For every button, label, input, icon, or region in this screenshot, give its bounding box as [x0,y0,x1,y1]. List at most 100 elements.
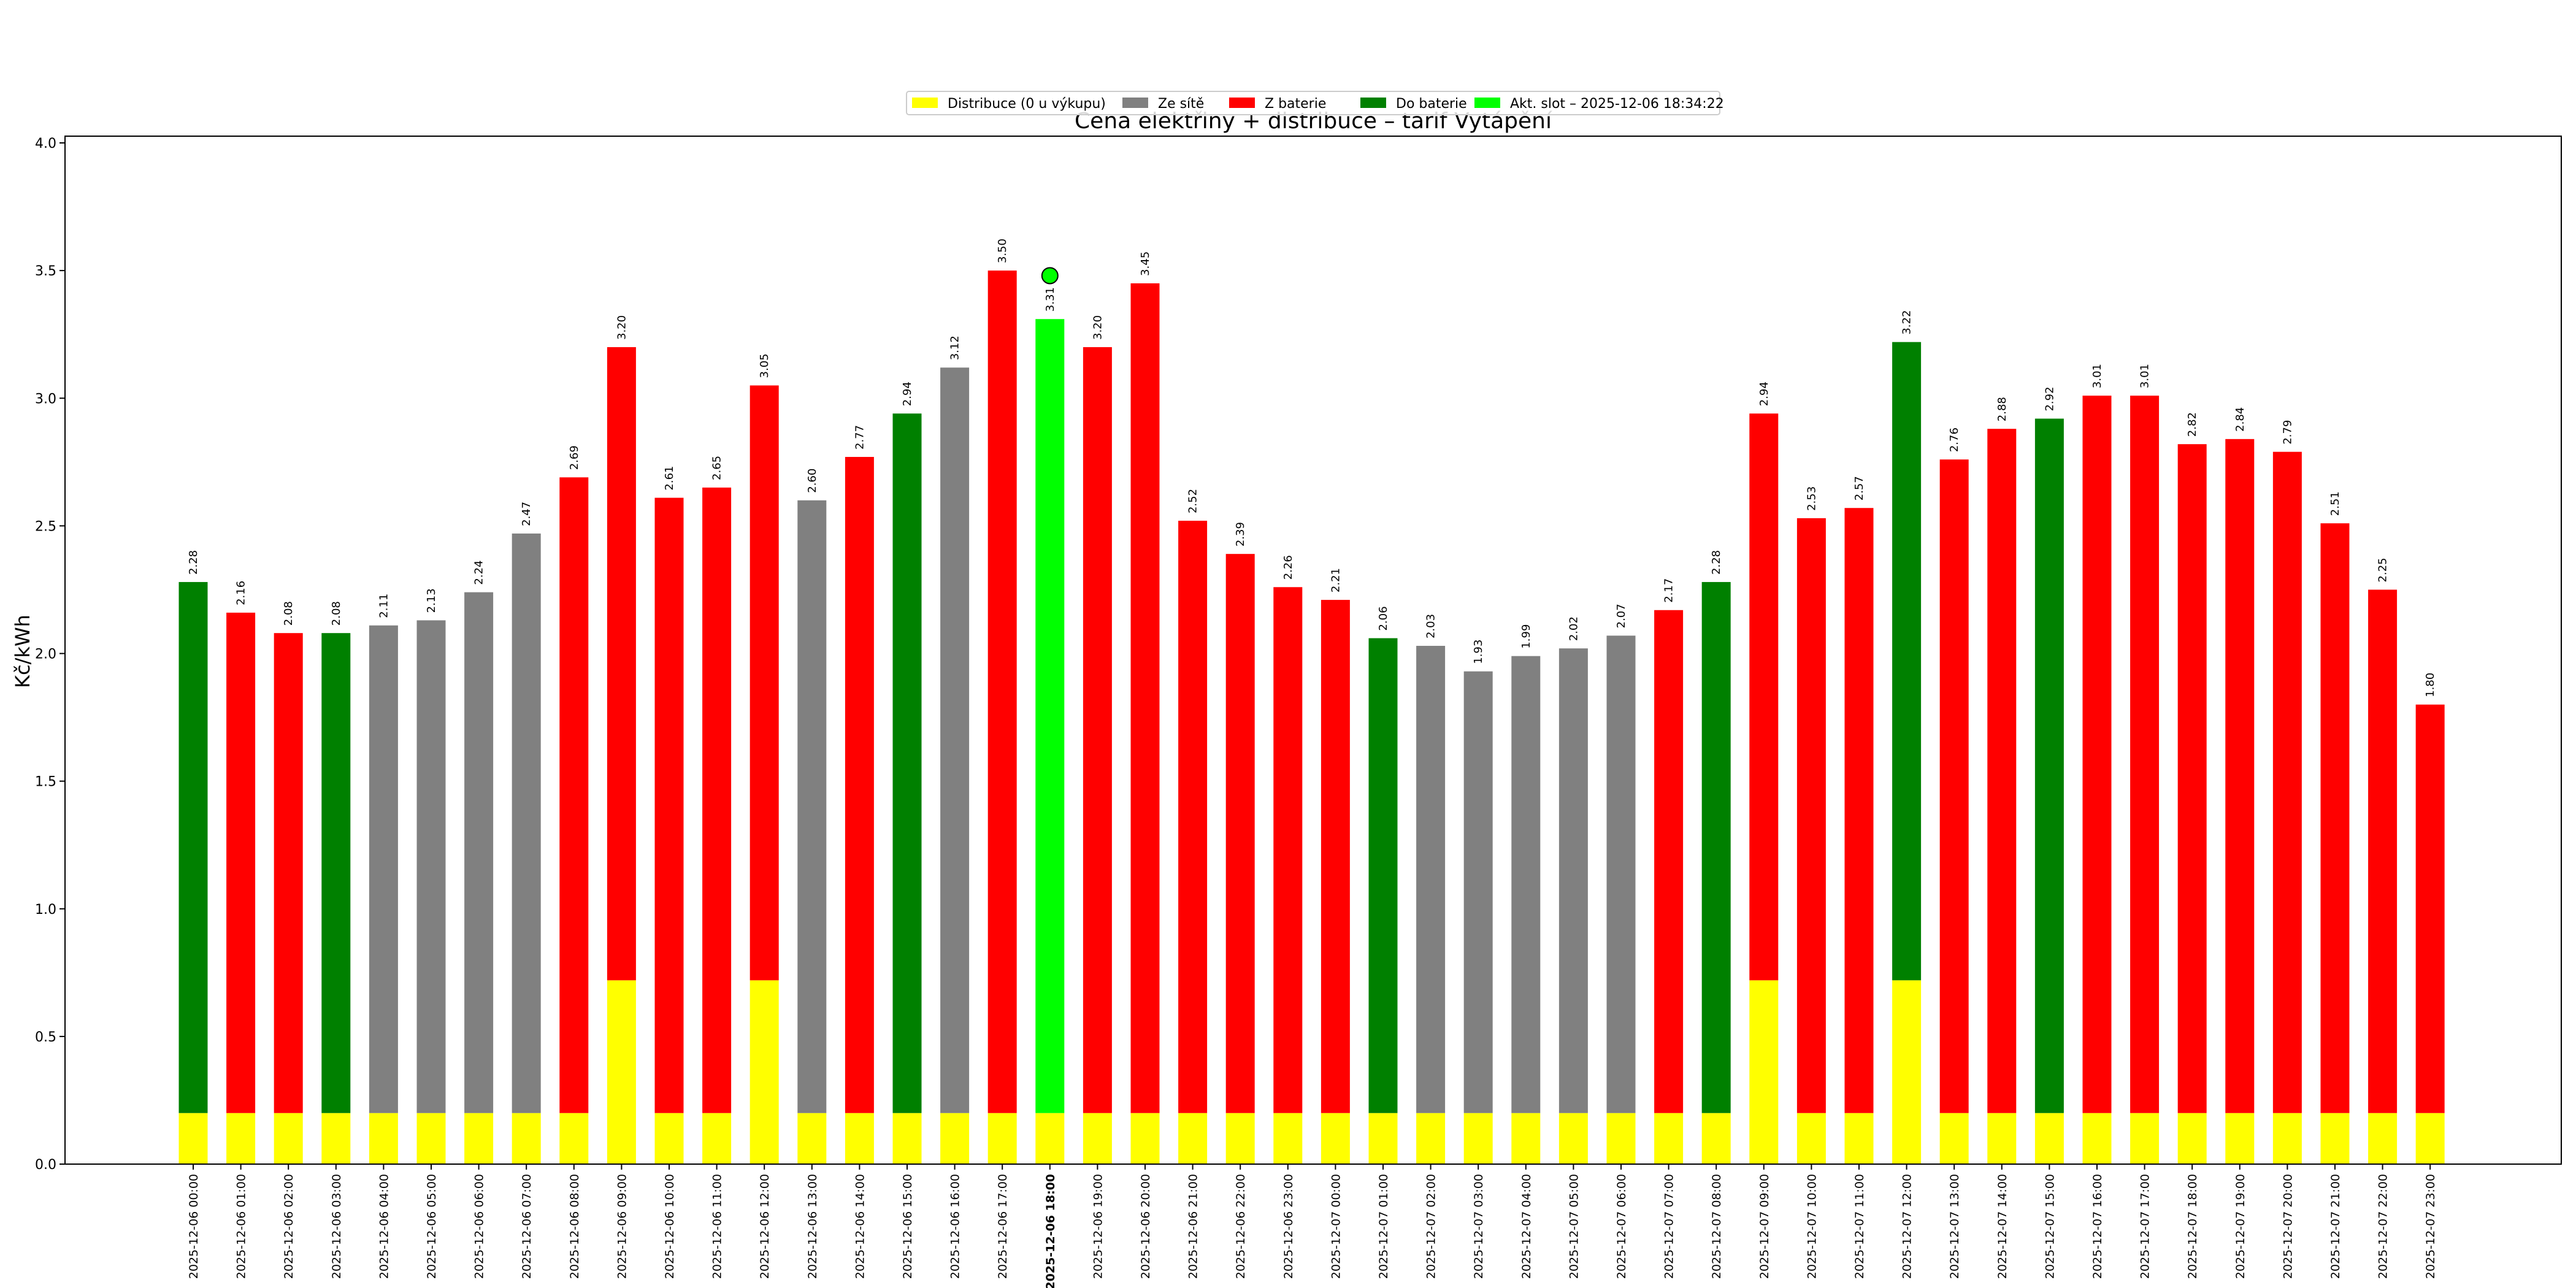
x-tick-label: 2025-12-07 11:00 [1853,1174,1866,1279]
bar-value-label: 3.20 [615,315,628,340]
bar-price-segment [892,413,922,1113]
bar-distribution-segment [845,1113,874,1164]
bar-value-label: 2.28 [1710,550,1723,575]
bar-distribution-segment [321,1113,351,1164]
x-tick-label: 2025-12-06 16:00 [949,1174,962,1279]
x-tick-label: 2025-12-07 01:00 [1377,1174,1390,1279]
bar-distribution-segment [749,980,779,1164]
bar-distribution-segment [1083,1113,1112,1164]
bar-price-segment [1796,518,1826,1113]
bar-distribution-segment [369,1113,398,1164]
bar-price-segment [1321,600,1350,1113]
x-tick-label: 2025-12-06 20:00 [1139,1174,1152,1279]
bar-distribution-segment [1796,1113,1826,1164]
bar-price-segment [2177,444,2207,1113]
bar-price-segment [2130,396,2160,1113]
x-tick-label: 2025-12-07 13:00 [1948,1174,1961,1279]
bar-value-label: 2.06 [1377,606,1390,631]
bar-price-segment [702,487,732,1113]
bar-value-label: 2.25 [2377,558,2390,582]
bar-price-segment [1939,459,1969,1113]
x-tick-label: 2025-12-06 05:00 [425,1174,439,1279]
bar-value-label: 2.88 [1996,397,2009,421]
bar-distribution-segment [2272,1113,2302,1164]
x-tick-label: 2025-12-06 02:00 [282,1174,296,1279]
x-tick-label: 2025-12-06 18:00 [1044,1174,1057,1288]
bar-distribution-segment [1654,1113,1684,1164]
bar-distribution-segment [1892,980,1922,1164]
bar-value-label: 2.76 [1948,427,1961,452]
bar-distribution-segment [607,980,636,1164]
bar-price-segment [1368,638,1398,1113]
x-tick-label: 2025-12-06 15:00 [901,1174,914,1279]
x-tick-label: 2025-12-07 23:00 [2424,1174,2437,1279]
bar-price-segment [1892,342,1922,981]
bar-distribution-segment [1558,1113,1588,1164]
y-tick-label: 4.0 [35,136,56,151]
bar-price-segment [1035,319,1065,1113]
bar-distribution-segment [1939,1113,1969,1164]
bar-value-label: 2.52 [1187,489,1200,513]
x-tick-label: 2025-12-06 07:00 [520,1174,534,1279]
bar-value-label: 2.03 [1425,614,1438,638]
bar-price-segment [512,533,541,1113]
bar-value-label: 2.02 [1567,616,1580,641]
bar-price-segment [416,620,446,1113]
legend-label: Distribuce (0 u výkupu) [948,96,1106,112]
bar-distribution-segment [2082,1113,2112,1164]
y-axis-label: Kč/kWh [11,615,34,688]
x-tick-label: 2025-12-07 12:00 [1901,1174,1914,1279]
bar-value-label: 3.22 [1901,310,1914,335]
legend-box [906,91,1720,115]
bar-distribution-segment [1225,1113,1255,1164]
bar-price-segment [1701,581,1731,1113]
x-tick-label: 2025-12-07 17:00 [2139,1174,2152,1279]
bar-value-label: 2.08 [330,601,343,626]
bar-value-label: 2.11 [377,594,390,618]
bar-value-label: 3.01 [2091,364,2104,388]
bar-price-segment [1416,646,1446,1113]
bar-distribution-segment [1130,1113,1160,1164]
bar-distribution-segment [1749,980,1779,1164]
bar-price-segment [940,367,970,1113]
bar-value-label: 3.50 [996,239,1009,263]
bar-price-segment [1130,283,1160,1113]
bar-price-segment [178,581,208,1113]
x-axis: 2025-12-06 00:00 2025-12-06 01:00 2025-12-… [187,1164,2437,1288]
legend-label: Do baterie [1396,96,1467,112]
bar-price-segment [1749,413,1779,981]
bar-distribution-segment [702,1113,732,1164]
x-tick-label: 2025-12-07 15:00 [2043,1174,2057,1279]
x-tick-label: 2025-12-07 22:00 [2377,1174,2390,1279]
bar-value-label: 2.82 [2186,412,2199,437]
bar-value-label: 2.08 [282,601,295,626]
bar-value-label: 2.39 [1234,522,1247,546]
x-tick-label: 2025-12-07 07:00 [1663,1174,1676,1279]
x-tick-label: 2025-12-06 21:00 [1187,1174,1200,1279]
x-tick-label: 2025-12-07 20:00 [2281,1174,2294,1279]
bar-value-label: 3.01 [2139,364,2152,388]
y-tick-label: 0.5 [35,1030,56,1045]
y-tick-label: 1.0 [35,902,56,918]
x-tick-label: 2025-12-06 19:00 [1091,1174,1105,1279]
bar-distribution-segment [2368,1113,2398,1164]
x-tick-label: 2025-12-06 17:00 [996,1174,1010,1279]
x-tick-label: 2025-12-06 10:00 [663,1174,677,1279]
bar-price-segment [1178,521,1208,1113]
y-tick-label: 2.5 [35,519,56,534]
bar-distribution-segment [1606,1113,1636,1164]
x-tick-label: 2025-12-07 14:00 [1996,1174,2009,1279]
bar-distribution-segment [178,1113,208,1164]
bar-price-segment [1844,508,1874,1113]
x-tick-label: 2025-12-07 03:00 [1472,1174,1485,1279]
bar-distribution-segment [654,1113,684,1164]
bar-distribution-segment [1368,1113,1398,1164]
bar-value-label: 2.07 [1615,604,1628,628]
y-tick-label: 3.0 [35,391,56,407]
bar-distribution-segment [2130,1113,2160,1164]
bar-value-label: 1.99 [1520,624,1533,649]
bar-price-segment [1225,554,1255,1113]
bar-distribution-segment [1701,1113,1731,1164]
bar-distribution-segment [797,1113,827,1164]
